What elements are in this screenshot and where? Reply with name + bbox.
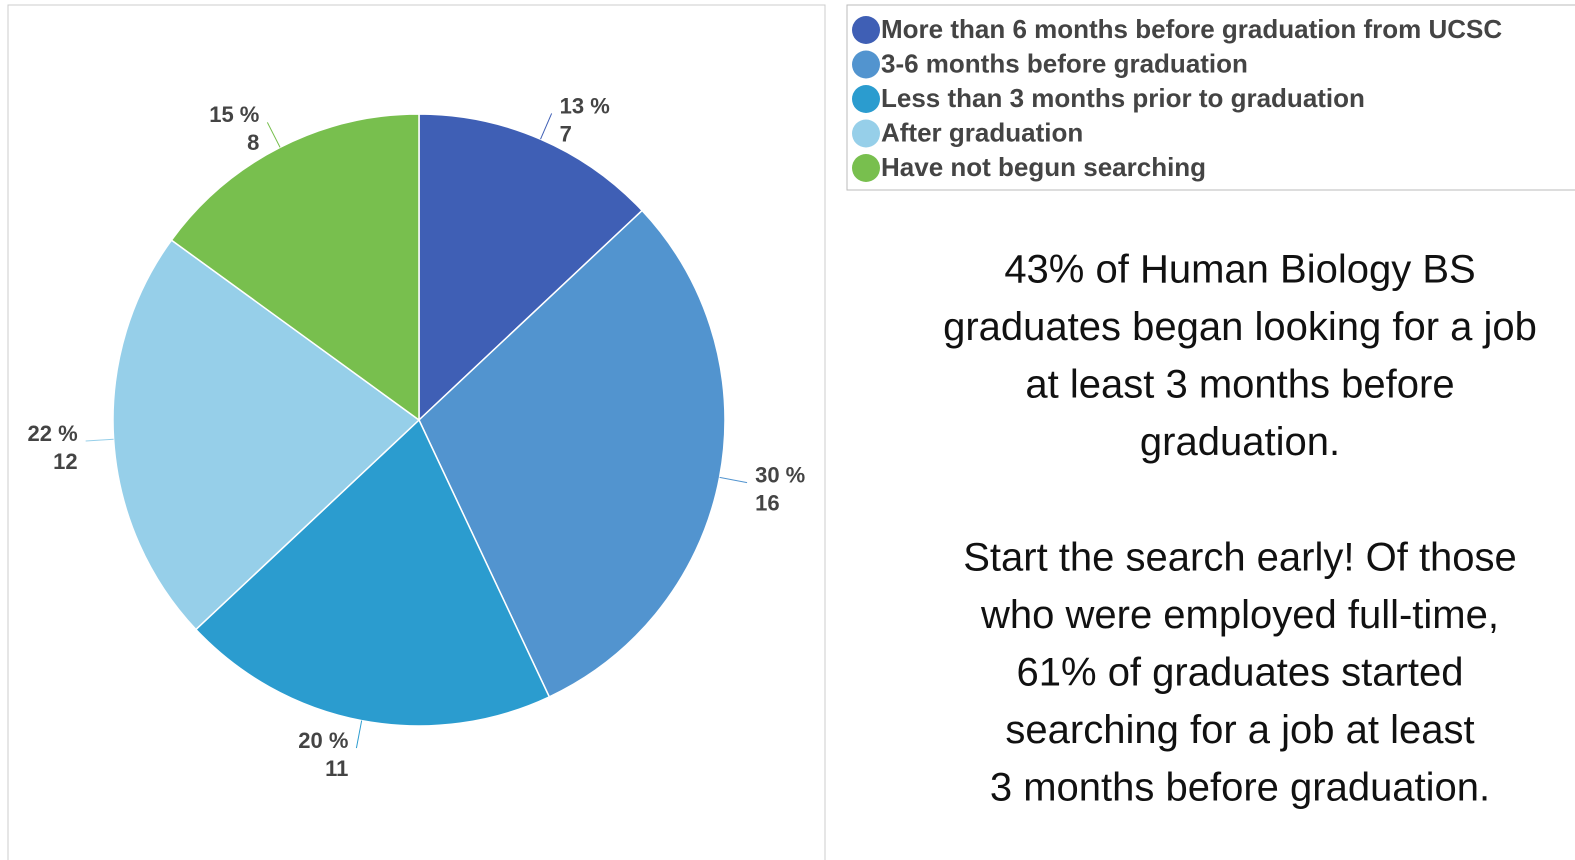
leader-line [85,438,114,442]
leader-line [540,113,553,140]
legend-swatch [852,85,880,113]
data-label: 22 % [28,421,78,446]
legend-swatch [852,16,880,44]
data-label: 20 % [298,728,348,753]
annotation: who were employed full-time, [980,593,1499,637]
legend-box [846,4,1575,191]
legend-label: Less than 3 months prior to graduation [881,83,1365,113]
annotation: graduation. [1140,420,1340,464]
annotation: 43% of Human Biology BS [1004,248,1475,292]
legend-swatch [852,154,880,182]
annotation: at least 3 months before [1025,363,1454,407]
count-label: 16 [755,490,779,515]
count-label: 8 [247,130,259,155]
count-label: 11 [325,756,348,781]
leader-line [266,122,281,148]
pie-slice [170,113,420,422]
annotation: 61% of graduates started [1017,651,1464,695]
annotation: searching for a job at least [1005,708,1474,752]
annotation: 3 months before graduation. [990,766,1490,810]
pie-panel [7,4,826,860]
data-label: 15 % [209,102,259,127]
data-label: 30 % [755,462,805,487]
count-label: 7 [560,121,572,146]
pie-slice [112,239,421,631]
legend-label: 3-6 months before graduation [881,48,1248,78]
legend-label: More than 6 months before graduation fro… [881,14,1502,44]
count-label: 12 [53,449,77,474]
pie-slice [418,113,644,422]
annotation: Start the search early! Of those [963,536,1517,580]
legend-swatch [852,119,880,148]
legend-swatch [852,50,880,79]
pie-slice [418,209,726,698]
annotation: graduates began looking for a job [943,305,1537,349]
leader-line [355,720,363,749]
pie-slice [194,418,551,727]
legend-label: Have not begun searching [881,152,1206,182]
data-label: 13 % [560,93,610,118]
leader-line [719,476,748,484]
legend-label: After graduation [881,117,1083,147]
